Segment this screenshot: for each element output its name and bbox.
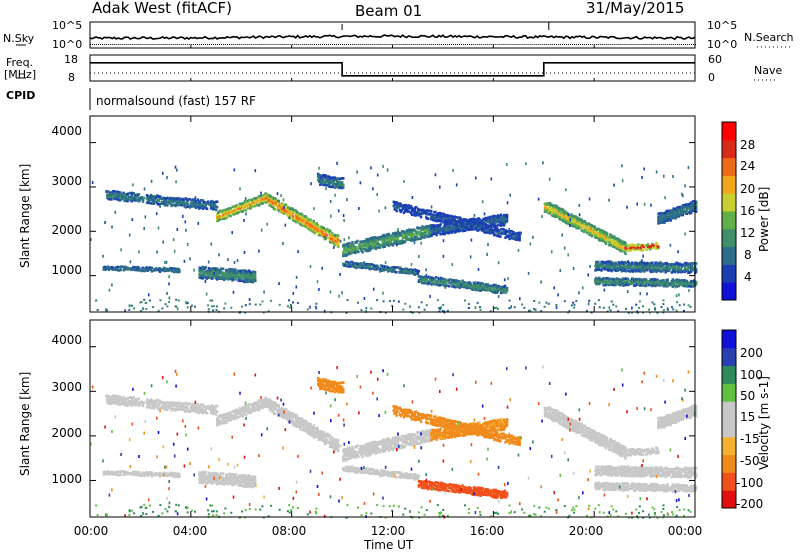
velocity-colorbar-cell [722,401,736,420]
power-cbar-tick: 24 [740,159,756,173]
velocity-ytick: 2000 [51,426,82,440]
freq-series-line [90,62,695,77]
power-cbar-tick: 8 [744,248,752,262]
nave-top-tick: 60 [708,53,722,66]
power-cbar-tick: 28 [740,138,756,152]
power-cbar-tick: 12 [740,226,756,240]
power-colorbar-cell [722,175,736,194]
power-ylabel: Slant Range [km] [18,163,32,268]
nsky-top-tick: 10^5 [52,19,83,32]
freq-unit-label: [MHz] [4,68,37,81]
power-colorbar-cell [722,228,736,248]
xtick: 08:00 [271,524,307,538]
velocity-ytick: 1000 [51,472,82,486]
xlabel: Time UT [364,538,414,552]
site-title: Adak West (fitACF) [92,0,232,17]
velocity-cbar-label: Velocity [m s-1] [757,376,771,470]
power-ytick: 2000 [51,223,82,237]
velocity-cbar-tick: -15 [740,432,760,446]
cpid-text: normalsound (fast) 157 RF [96,94,256,108]
power-colorbar-cell [722,122,736,141]
power-cbar-tick: 16 [740,204,756,218]
velocity-cbar-tick: 15 [740,410,756,424]
xtick: 20:00 [568,524,604,538]
power-colorbar-cell [722,246,736,265]
freq-bottom-tick: 8 [68,71,75,84]
freq-panel-frame [89,54,696,82]
power-ytick: 1000 [51,263,82,277]
velocity-colorbar-cell [722,436,736,456]
velocity-ylabel: Slant Range [km] [18,371,32,476]
nsky-series-line [89,34,696,41]
xtick: 00:00 [73,524,109,538]
power-plot-bg [90,116,695,312]
nsky-label: N.Sky [3,32,35,45]
velocity-ytick: 4000 [51,333,82,347]
power-ytick: 3000 [51,174,82,188]
power-colorbar-cell [722,193,736,212]
velocity-cbar-tick: 200 [740,346,763,360]
nsky-bottom-tick: 10^0 [52,38,83,51]
power-colorbar-cell [722,139,736,159]
velocity-colorbar-cell [722,330,736,349]
power-colorbar-cell [722,264,736,283]
nave-bottom-tick: 0 [708,71,715,84]
velocity-ytick: 3000 [51,380,82,394]
freq-top-tick: 18 [64,53,78,66]
power-colorbar-cell [722,211,736,230]
power-cbar-tick: 20 [740,182,756,196]
power-colorbar-cell [722,157,736,176]
xtick: 12:00 [370,524,406,538]
power-colorbar-frame [721,121,737,301]
velocity-scatter [90,365,698,519]
nsearch-label: N.Search [744,31,794,44]
power-cbar-label: Power [dB] [757,186,771,252]
xtick: 04:00 [172,524,208,538]
nsearch-top-tick: 10^5 [707,19,738,32]
nave-label: Nave [754,64,783,77]
velocity-colorbar-cell [722,365,736,384]
velocity-colorbar-cell [722,419,736,438]
velocity-colorbar-cell [722,454,736,473]
power-scatter [90,161,698,314]
velocity-cbar-tick: 100 [740,368,763,382]
velocity-cbar-tick: -200 [736,497,764,511]
velocity-cbar-tick: -100 [736,476,764,490]
power-colorbar-cell [722,282,736,301]
velocity-colorbar-cell [722,490,736,509]
velocity-cbar-tick: 50 [740,389,756,403]
nsearch-bottom-tick: 10^0 [707,38,738,51]
power-cbar-tick: 4 [744,270,752,284]
velocity-plot-bg [90,320,695,517]
freq-label: Freq. [6,56,34,69]
cpid-label: CPID [6,89,36,102]
velocity-colorbar-cell [722,347,736,367]
velocity-colorbar-cell [722,383,736,402]
velocity-cbar-tick: -50 [740,454,760,468]
velocity-colorbar-cell [722,472,736,491]
velocity-colorbar-frame [721,329,737,509]
xtick: 00:00 [667,524,703,538]
xtick: 16:00 [469,524,505,538]
power-ytick: 4000 [51,124,82,138]
beam-label: Beam 01 [355,2,423,20]
date-label: 31/May/2015 [586,0,685,17]
